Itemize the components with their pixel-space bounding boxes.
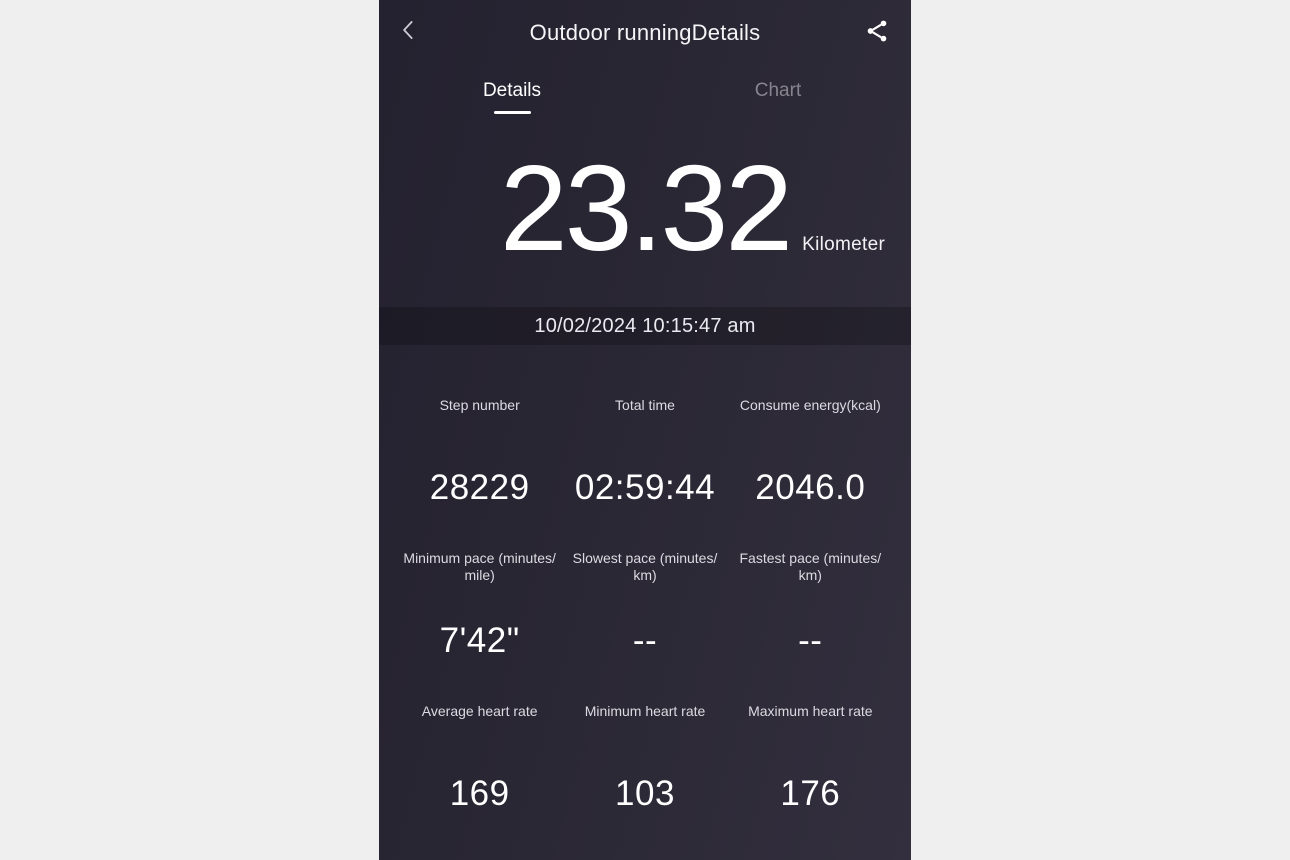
share-icon [867,20,887,42]
tab-details-label: Details [482,80,542,101]
stat-label: Step number [439,397,520,413]
stat-total-time: Total time 02:59:44 [562,397,727,508]
distance-value: 23.32 [499,140,793,276]
stat-label: Slowest pace (minutes/ km) [572,550,718,583]
stat-value: 2046.0 [755,468,866,507]
stat-value: 7'42" [439,621,520,660]
stat-value: 169 [449,774,510,813]
stat-value: 02:59:44 [574,468,716,507]
stat-label: Minimum pace (minutes/ mile) [403,550,556,583]
stats-grid: Step number 28229 Total time 02:59:44 Co… [379,397,911,814]
stat-minimum-heart-rate: Minimum heart rate 103 [562,703,727,814]
stats-row: Step number 28229 Total time 02:59:44 Co… [397,397,893,508]
stat-value: 103 [615,774,675,813]
stat-minimum-pace: Minimum pace (minutes/ mile) 7'42" [397,550,562,661]
back-button[interactable] [393,14,425,46]
running-details-screen: Outdoor runningDetails Details Chart 23.… [379,0,911,860]
stat-maximum-heart-rate: Maximum heart rate 176 [728,703,893,814]
stat-label: Average heart rate [421,703,538,719]
distance-summary: 23.32 Kilometer [379,147,911,269]
stat-label: Consume energy(kcal) [739,397,881,413]
tab-details[interactable]: Details [379,80,645,114]
stat-consume-energy: Consume energy(kcal) 2046.0 [728,397,893,508]
stat-average-heart-rate: Average heart rate 169 [397,703,562,814]
stat-fastest-pace: Fastest pace (minutes/ km) -- [728,550,893,661]
stat-slowest-pace: Slowest pace (minutes/ km) -- [562,550,727,661]
stat-label: Total time [615,397,675,413]
stat-label: Minimum heart rate [584,703,706,719]
stat-value: -- [798,621,823,660]
page-title: Outdoor runningDetails [529,20,761,45]
active-tab-underline [493,111,531,114]
stat-label: Maximum heart rate [748,703,873,719]
tab-bar: Details Chart [379,80,911,114]
stats-row: Average heart rate 169 Minimum heart rat… [397,703,893,814]
share-button[interactable] [861,15,893,47]
tab-chart-label: Chart [754,80,802,101]
chevron-left-icon [403,21,413,39]
stats-row: Minimum pace (minutes/ mile) 7'42" Slowe… [397,550,893,661]
stat-label: Fastest pace (minutes/ km) [739,550,882,583]
stat-value: 176 [780,774,841,813]
activity-datetime: 10/02/2024 10:15:47 am [534,314,756,337]
distance-unit-label: Kilometer [802,234,886,255]
stat-value: 28229 [429,468,530,507]
tab-chart[interactable]: Chart [645,80,911,114]
header-bar: Outdoor runningDetails [379,0,911,56]
stat-step-number: Step number 28229 [397,397,562,508]
activity-datetime-bar: 10/02/2024 10:15:47 am [379,307,911,345]
stat-value: -- [632,621,658,660]
